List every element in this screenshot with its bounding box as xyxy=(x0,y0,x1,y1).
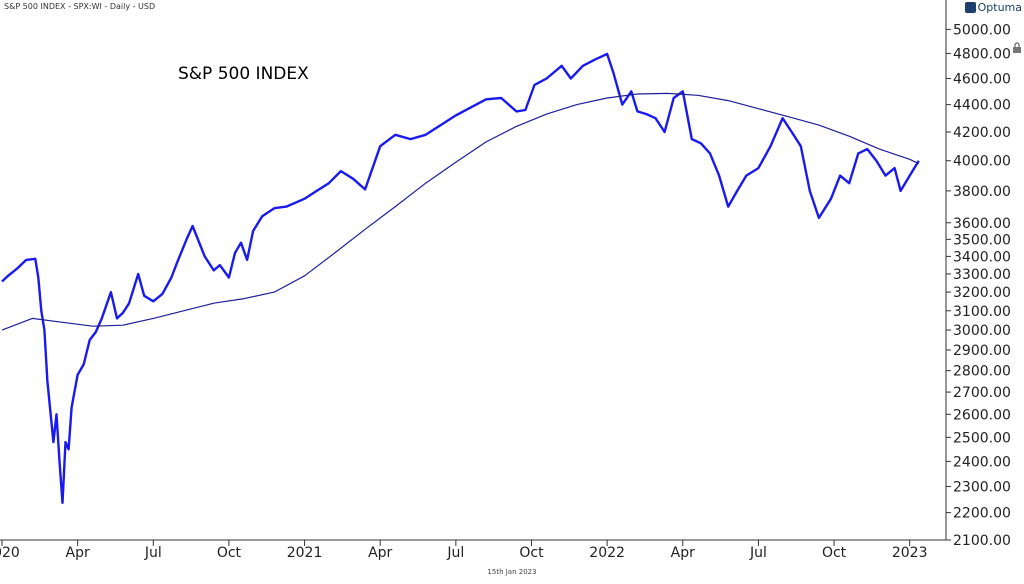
x-tick-label: Oct xyxy=(217,545,242,561)
moving-average-line xyxy=(1,92,920,331)
x-tick-label: Jul xyxy=(144,545,162,561)
y-tick-label: 4000.00 xyxy=(953,154,1011,170)
y-tick-label: 4400.00 xyxy=(953,98,1011,114)
y-tick-label: 3100.00 xyxy=(953,304,1011,320)
x-tick-label: 2023 xyxy=(892,545,928,561)
y-tick-label: 2700.00 xyxy=(953,385,1011,401)
x-tick-label: 2020 xyxy=(0,545,20,561)
x-tick-label: Apr xyxy=(671,545,695,561)
lock-icon[interactable] xyxy=(1012,42,1022,54)
y-tick-label: 3400.00 xyxy=(953,249,1011,265)
x-tick-label: Jul xyxy=(749,545,767,561)
x-tick-label: Apr xyxy=(66,545,90,561)
x-tick-label: Oct xyxy=(822,545,847,561)
brand-mark-icon xyxy=(964,2,976,13)
y-tick-label: 4800.00 xyxy=(953,46,1011,62)
y-tick-label: 3000.00 xyxy=(953,323,1011,339)
footer-date: 15th Jan 2023 xyxy=(487,568,537,576)
optuma-logo: Optuma xyxy=(964,1,1022,14)
y-tick-label: 3500.00 xyxy=(953,232,1011,248)
x-tick-label: 2021 xyxy=(287,545,323,561)
y-tick-label: 4600.00 xyxy=(953,71,1011,87)
chart-info-header: S&P 500 INDEX - SPX:WI - Daily - USD xyxy=(4,2,156,11)
y-tick-label: 4200.00 xyxy=(953,125,1011,141)
y-tick-label: 5000.00 xyxy=(953,22,1011,38)
x-tick-label: Jul xyxy=(446,545,464,561)
y-tick-label: 2100.00 xyxy=(953,533,1011,549)
x-tick-label: Oct xyxy=(519,545,544,561)
chart-title: S&P 500 INDEX xyxy=(178,64,309,84)
price-line xyxy=(1,52,920,504)
y-tick-label: 2400.00 xyxy=(953,454,1011,470)
y-tick-label: 3200.00 xyxy=(953,285,1011,301)
y-tick-label: 2600.00 xyxy=(953,407,1011,423)
y-tick-label: 2300.00 xyxy=(953,479,1011,495)
x-tick-label: 2022 xyxy=(589,545,625,561)
x-tick-label: Apr xyxy=(368,545,392,561)
y-tick-label: 3600.00 xyxy=(953,216,1011,232)
y-tick-label: 3800.00 xyxy=(953,184,1011,200)
y-tick-label: 3300.00 xyxy=(953,267,1011,283)
y-tick-label: 2900.00 xyxy=(953,343,1011,359)
brand-name: Optuma xyxy=(977,1,1022,14)
y-tick-label: 2200.00 xyxy=(953,506,1011,522)
y-tick-label: 2500.00 xyxy=(953,430,1011,446)
y-tick-label: 2800.00 xyxy=(953,364,1011,380)
